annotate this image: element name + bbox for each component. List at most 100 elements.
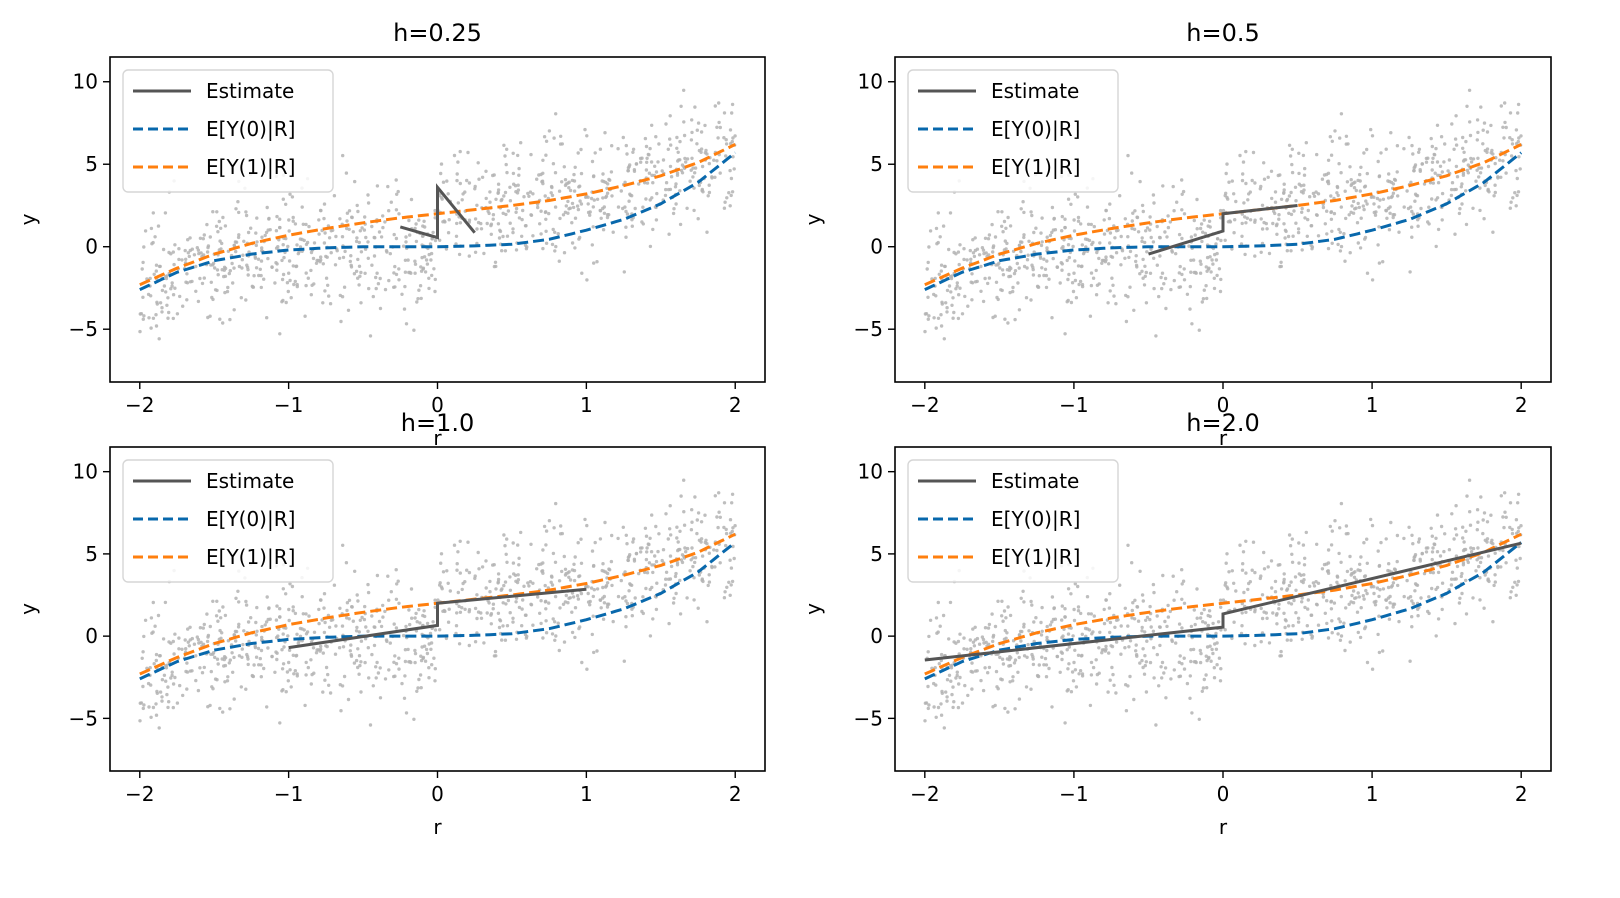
data-point xyxy=(710,175,714,179)
data-point xyxy=(1478,186,1482,190)
data-point xyxy=(239,296,243,300)
data-point xyxy=(1207,219,1212,223)
data-point xyxy=(1066,587,1071,591)
data-point xyxy=(1045,246,1049,250)
data-point xyxy=(198,666,202,670)
data-point xyxy=(1219,605,1223,609)
data-point xyxy=(932,292,936,297)
data-point xyxy=(473,640,478,644)
data-point xyxy=(401,244,406,248)
data-point xyxy=(265,595,269,599)
data-point xyxy=(1364,199,1368,203)
panel-title: h=1.0 xyxy=(401,409,475,437)
data-point xyxy=(1283,625,1287,630)
data-point xyxy=(551,162,556,166)
data-point xyxy=(641,611,645,616)
data-point xyxy=(165,663,169,667)
data-point xyxy=(1365,591,1369,596)
data-point xyxy=(347,598,352,602)
data-point xyxy=(1496,175,1500,179)
data-point xyxy=(570,241,575,245)
data-point xyxy=(1490,538,1494,542)
data-point xyxy=(1177,622,1182,626)
data-point xyxy=(1253,643,1257,648)
data-point xyxy=(550,185,554,190)
data-point xyxy=(1030,213,1034,218)
data-point xyxy=(1072,271,1076,275)
data-point xyxy=(578,199,582,203)
data-point xyxy=(1154,334,1158,338)
data-point xyxy=(1284,229,1288,234)
data-point xyxy=(1029,298,1033,302)
panel-title: h=0.25 xyxy=(393,19,482,47)
data-point xyxy=(202,622,206,627)
data-point xyxy=(1469,160,1474,164)
data-point xyxy=(1463,547,1468,552)
data-point xyxy=(1273,579,1278,584)
data-point xyxy=(429,647,433,651)
data-point xyxy=(1037,274,1042,278)
data-point xyxy=(1420,162,1424,166)
data-point xyxy=(573,606,578,610)
data-point xyxy=(1242,201,1246,205)
data-point xyxy=(1410,209,1414,214)
data-point xyxy=(1182,212,1187,216)
data-point xyxy=(541,561,545,565)
data-point xyxy=(975,279,979,284)
data-point xyxy=(716,525,720,530)
data-point xyxy=(673,185,678,189)
data-point xyxy=(1296,616,1301,620)
data-point xyxy=(1397,230,1401,234)
data-point xyxy=(240,258,244,262)
data-point xyxy=(690,508,694,512)
data-point xyxy=(682,478,686,482)
data-point xyxy=(654,218,659,222)
data-point xyxy=(983,626,988,630)
data-point xyxy=(1107,216,1112,221)
data-point xyxy=(944,690,948,694)
data-point xyxy=(1040,605,1044,610)
data-point xyxy=(1362,574,1367,579)
data-point xyxy=(458,149,462,154)
data-point xyxy=(327,625,332,629)
data-point xyxy=(1460,202,1464,206)
x-tick-label: −2 xyxy=(125,393,154,417)
data-point xyxy=(1209,659,1213,663)
data-point xyxy=(184,280,188,284)
data-point xyxy=(1325,232,1329,236)
data-point xyxy=(1152,676,1156,680)
plot-area xyxy=(138,478,737,730)
data-point xyxy=(1338,136,1342,140)
data-point xyxy=(604,570,608,574)
data-point xyxy=(1487,579,1491,584)
data-point xyxy=(293,222,298,226)
data-point xyxy=(1177,271,1182,275)
data-point xyxy=(1333,129,1337,133)
data-point xyxy=(1072,607,1076,612)
data-point xyxy=(1416,614,1420,618)
data-point xyxy=(358,663,362,668)
data-point xyxy=(254,655,259,659)
data-point xyxy=(647,153,651,157)
data-point xyxy=(1291,234,1295,238)
data-point xyxy=(1323,611,1328,615)
data-point xyxy=(695,531,699,536)
data-point xyxy=(332,583,337,587)
data-point xyxy=(926,706,930,711)
data-point xyxy=(598,537,603,541)
data-point xyxy=(564,204,568,208)
data-point xyxy=(1393,178,1398,182)
data-point xyxy=(314,651,319,655)
data-point xyxy=(154,263,159,267)
data-point xyxy=(1418,168,1422,172)
data-point xyxy=(188,236,192,240)
data-point xyxy=(488,200,492,204)
data-point xyxy=(1019,207,1023,211)
data-point xyxy=(215,599,219,603)
data-point xyxy=(592,650,596,655)
data-point xyxy=(251,674,256,679)
data-point xyxy=(1130,226,1134,231)
data-point xyxy=(281,272,286,277)
data-point xyxy=(386,574,390,578)
data-point xyxy=(1098,241,1102,245)
